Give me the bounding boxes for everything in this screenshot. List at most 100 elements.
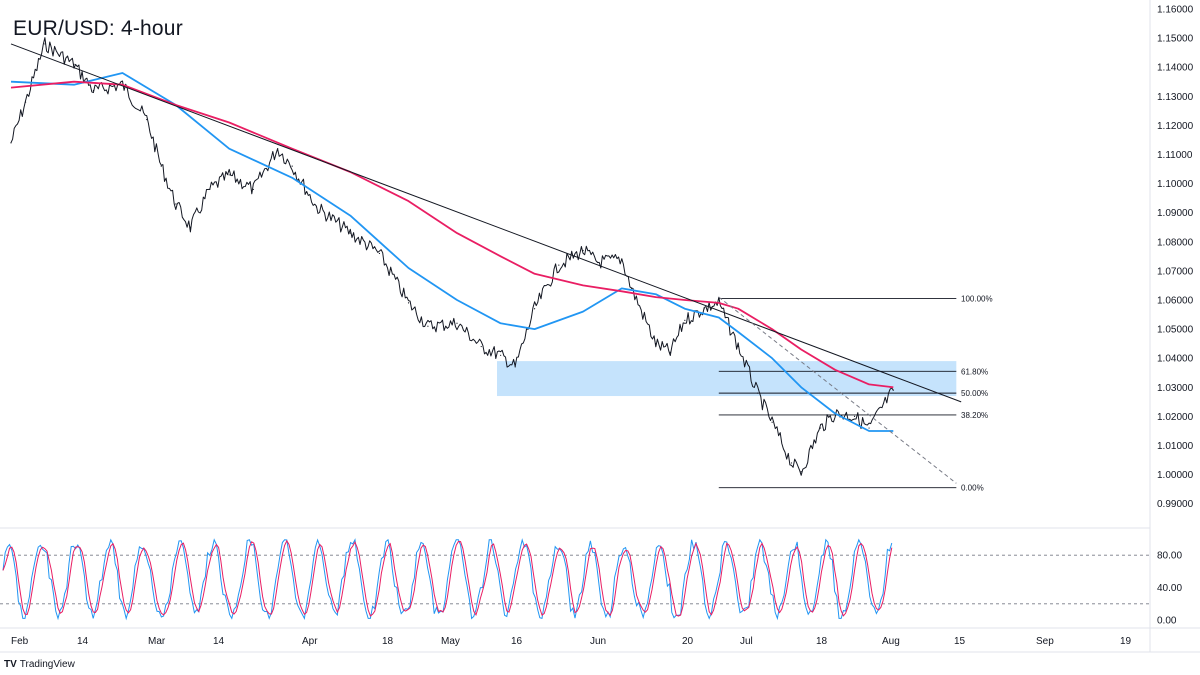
oscillator-d-line: [2, 539, 893, 617]
time-tick-label: 18: [816, 636, 828, 647]
fib-level-label: 61.80%: [961, 367, 988, 376]
price-tick-label: 1.02000: [1157, 412, 1194, 423]
time-tick-label: 14: [77, 636, 89, 647]
price-point: [892, 389, 894, 391]
price-point: [209, 188, 211, 191]
price-layer: [10, 37, 894, 476]
price-tick-label: 1.13000: [1157, 92, 1194, 103]
price-tick-label: 1.06000: [1157, 296, 1194, 307]
price-point: [533, 308, 536, 310]
projection-line: [718, 296, 957, 484]
fib-level-label: 100.00%: [961, 295, 993, 304]
price-point: [146, 118, 148, 121]
price-point: [24, 101, 27, 103]
price-point: [189, 226, 191, 228]
time-tick-label: Jun: [590, 636, 606, 647]
trendline: [10, 43, 962, 403]
price-point: [378, 252, 381, 255]
price-tick-label: 1.15000: [1157, 34, 1194, 45]
plot-frame: [0, 0, 1200, 653]
time-tick-label: May: [441, 636, 460, 647]
time-tick-label: Mar: [148, 636, 166, 647]
time-tick-label: Apr: [302, 636, 318, 647]
price-tick-label: 1.05000: [1157, 325, 1194, 336]
time-tick-label: Jul: [740, 636, 753, 647]
price-point: [800, 471, 802, 473]
price-point: [669, 351, 671, 353]
price-point: [703, 308, 705, 310]
moving-average-blue: [10, 72, 894, 432]
price-point: [819, 427, 822, 429]
chart-title: EUR/USD: 4-hour: [13, 17, 183, 40]
price-tick-label: 1.09000: [1157, 208, 1194, 219]
stochastic-oscillator-panel: [0, 538, 1150, 621]
price-tick-label: 0.99000: [1157, 499, 1194, 510]
time-axis[interactable]: Feb 14 Mar 14 Apr 18 May 16 Jun 20 Jul 18 Aug 15 Sep 19: [11, 636, 1132, 647]
time-tick-label: 19: [1120, 636, 1132, 647]
price-tick-label: 1.08000: [1157, 237, 1194, 248]
tradingview-logo: TV: [4, 659, 17, 670]
price-point: [407, 302, 410, 304]
price-point: [315, 206, 318, 208]
price-point: [73, 63, 75, 65]
time-tick-label: 15: [954, 636, 966, 647]
price-point: [456, 322, 458, 324]
price-point: [160, 165, 162, 167]
price-point: [44, 43, 46, 45]
time-tick-label: Feb: [11, 636, 29, 647]
fib-level-label: 0.00%: [961, 484, 984, 493]
brand-name: TradingView: [19, 659, 75, 670]
support-zone: [497, 361, 957, 397]
price-series: [10, 37, 894, 476]
price-tick-label: 1.07000: [1157, 266, 1194, 277]
price-point: [349, 232, 351, 234]
price-tick-label: 1.00000: [1157, 470, 1194, 481]
time-tick-label: 20: [682, 636, 694, 647]
price-axis[interactable]: 1.16000 1.15000 1.14000 1.13000 1.12000 1.110…: [1157, 5, 1194, 627]
price-tick-label: 1.12000: [1157, 121, 1194, 132]
price-point: [480, 345, 482, 348]
price-point: [558, 264, 560, 266]
support-zone-layer: [497, 361, 957, 397]
price-point: [92, 89, 95, 92]
time-tick-label: 14: [213, 636, 225, 647]
price-point: [655, 343, 657, 345]
price-tick-label: 1.10000: [1157, 179, 1194, 190]
tradingview-brand[interactable]: TV TradingView: [4, 659, 75, 670]
price-point: [596, 261, 599, 263]
price-point: [868, 427, 870, 429]
price-point: [737, 345, 739, 348]
price-tick-label: 1.16000: [1157, 5, 1194, 16]
oscillator-tick-label: 0.00: [1157, 616, 1177, 627]
price-point: [500, 354, 502, 356]
oscillator-tick-label: 40.00: [1157, 583, 1182, 594]
price-point: [756, 392, 759, 394]
price-point: [252, 188, 254, 191]
moving-average-red: [10, 80, 894, 389]
price-tick-label: 1.03000: [1157, 383, 1194, 394]
fib-level-label: 50.00%: [961, 389, 988, 398]
price-point: [427, 325, 429, 327]
price-point: [277, 148, 279, 150]
trendline-layer: [10, 43, 962, 484]
price-point: [853, 415, 856, 417]
price-point: [514, 366, 516, 368]
price-point: [630, 287, 633, 289]
moving-average-layer: [10, 72, 894, 432]
price-point: [228, 174, 230, 176]
price-point: [621, 258, 623, 260]
fib-level-label: 38.20%: [961, 411, 988, 420]
price-point: [291, 165, 293, 167]
time-tick-label: Aug: [882, 636, 900, 647]
price-point: [175, 203, 177, 205]
time-tick-label: 18: [382, 636, 394, 647]
time-tick-label: 16: [511, 636, 523, 647]
price-point: [10, 142, 12, 144]
price-tick-label: 1.11000: [1157, 150, 1193, 161]
price-tick-label: 1.04000: [1157, 354, 1194, 365]
price-tick-label: 1.14000: [1157, 63, 1194, 74]
price-point: [684, 319, 686, 321]
time-tick-label: Sep: [1036, 636, 1054, 647]
price-point: [771, 421, 773, 423]
